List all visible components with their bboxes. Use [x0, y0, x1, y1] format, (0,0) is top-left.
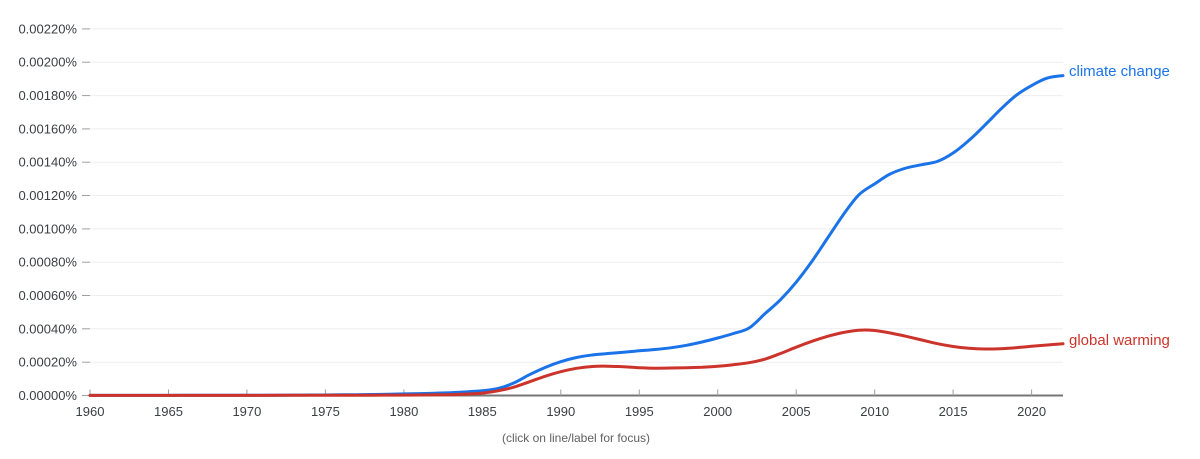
x-axis-tick-label: 2015: [939, 404, 968, 419]
x-axis-tick-label: 1990: [546, 404, 575, 419]
y-axis-tick-label: 0.00080%: [18, 255, 77, 270]
series-label-climate-change[interactable]: climate change: [1069, 63, 1170, 80]
chart-caption: (click on line/label for focus): [502, 431, 650, 445]
x-axis-tick-label: 1970: [232, 404, 261, 419]
y-axis-tick-label: 0.00060%: [18, 288, 77, 303]
x-axis-tick-label: 2020: [1017, 404, 1046, 419]
x-axis-tick-label: 1995: [625, 404, 654, 419]
y-axis-tick-label: 0.00140%: [18, 155, 77, 170]
y-axis-tick-label: 0.00020%: [18, 355, 77, 370]
x-axis-tick-label: 1985: [468, 404, 497, 419]
y-axis-tick-label: 0.00220%: [18, 21, 77, 36]
x-axis-tick-label: 2000: [703, 404, 732, 419]
x-axis-tick-label: 1975: [311, 404, 340, 419]
y-axis-tick-label: 0.00200%: [18, 55, 77, 70]
y-axis-tick-label: 0.00000%: [18, 388, 77, 403]
series-line-global-warming[interactable]: [88, 328, 1065, 397]
series-label-global-warming[interactable]: global warming: [1069, 332, 1170, 349]
x-axis-tick-label: 1980: [389, 404, 418, 419]
x-axis-tick-label: 2010: [860, 404, 889, 419]
x-axis-tick-label: 2005: [782, 404, 811, 419]
y-axis-tick-label: 0.00180%: [18, 88, 77, 103]
series-line-climate-change[interactable]: [88, 74, 1065, 397]
y-axis-tick-label: 0.00040%: [18, 321, 77, 336]
gridlines-layer: [90, 28, 1063, 363]
axes-layer: 0.00220% 0.00200% 0.00180% 0.00160% 0.00140%…: [18, 21, 1063, 419]
y-axis-tick-label: 0.00160%: [18, 121, 77, 136]
y-axis-tick-label: 0.00100%: [18, 221, 77, 236]
y-axis-tick-label: 0.00120%: [18, 188, 77, 203]
x-axis-tick-label: 1960: [76, 404, 105, 419]
x-axis-tick-label: 1965: [154, 404, 183, 419]
series-layer: [88, 74, 1065, 397]
